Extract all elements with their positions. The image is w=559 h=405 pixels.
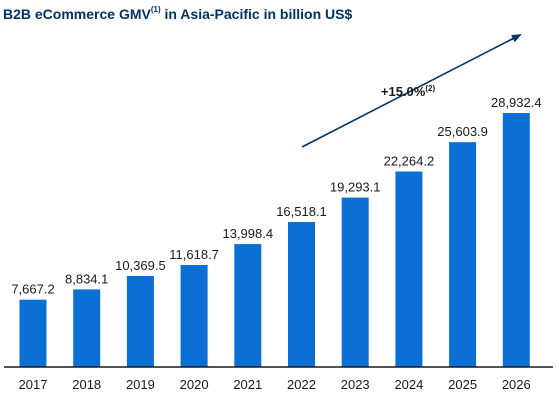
bar-2019: [126, 276, 154, 367]
bar-2020: [180, 265, 208, 367]
value-label-2017: 7,667.2: [11, 282, 54, 297]
bar-2024: [395, 171, 423, 367]
x-tick-2025: 2025: [448, 377, 477, 392]
x-tick-2024: 2024: [394, 377, 423, 392]
chart-title-main: B2B eCommerce GMV: [3, 6, 151, 22]
value-label-2024: 22,264.2: [384, 154, 435, 169]
x-tick-2026: 2026: [502, 377, 531, 392]
value-label-2019: 10,369.5: [115, 258, 166, 273]
value-label-2020: 11,618.7: [169, 247, 219, 262]
bar-2025: [449, 142, 477, 367]
chart-title-footnote: (1): [150, 5, 161, 15]
bar-2021: [234, 244, 262, 367]
bar-series: 7,667.2 2017 8,834.1 2018 10,369.5 2019 11,618…: [11, 95, 541, 392]
growth-arrow-icon: [301, 34, 522, 148]
chart-title: B2B eCommerce GMV(1) in Asia-Pacific in …: [3, 5, 353, 22]
cagr-label: +15.0%: [381, 84, 426, 99]
x-tick-2022: 2022: [287, 377, 316, 392]
x-tick-2021: 2021: [233, 377, 262, 392]
value-label-2021: 13,998.4: [222, 226, 273, 241]
value-label-2025: 25,603.9: [437, 124, 488, 139]
x-tick-2017: 2017: [19, 377, 48, 392]
cagr-annotation: +15.0%(2): [381, 84, 436, 99]
chart-title-rest: in Asia-Pacific in billion US$: [160, 6, 353, 22]
bar-2026: [502, 113, 530, 367]
cagr-footnote: (2): [425, 84, 435, 93]
value-label-2023: 19,293.1: [330, 180, 381, 195]
bar-2022: [288, 222, 315, 367]
x-tick-2020: 2020: [180, 377, 209, 392]
x-tick-2018: 2018: [72, 377, 101, 392]
value-label-2018: 8,834.1: [65, 271, 108, 286]
x-tick-2023: 2023: [341, 377, 370, 392]
value-label-2026: 28,932.4: [491, 95, 542, 110]
x-tick-2019: 2019: [126, 377, 155, 392]
value-label-2022: 16,518.1: [276, 204, 327, 219]
bar-2018: [73, 289, 101, 367]
bar-2017: [19, 299, 47, 367]
bar-2023: [341, 197, 369, 367]
